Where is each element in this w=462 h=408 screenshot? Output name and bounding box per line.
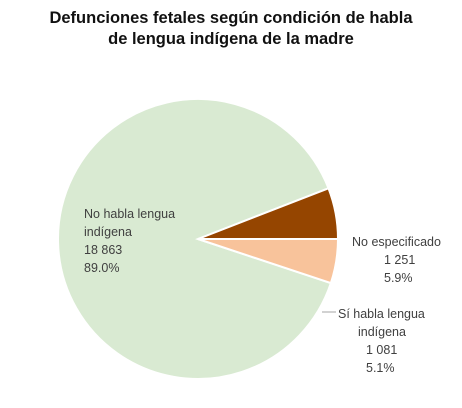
label-si-habla-value: 1 081 <box>366 343 397 357</box>
slice-label-si-habla: Sí habla lengua indígena 1 081 5.1% <box>338 307 425 375</box>
chart-title-line-2: de lengua indígena de la madre <box>108 30 354 48</box>
chart-title-line-1: Defunciones fetales según condición de h… <box>49 9 413 27</box>
label-si-habla-line-2: indígena <box>358 325 406 339</box>
slice-label-no-habla: No habla lengua indígena 18 863 89.0% <box>84 207 175 275</box>
label-si-habla-percent: 5.1% <box>366 361 395 375</box>
label-si-habla-line-1: Sí habla lengua <box>338 307 425 321</box>
label-no-habla-line-1: No habla lengua <box>84 207 175 221</box>
label-no-habla-value: 18 863 <box>84 243 122 257</box>
label-no-especificado-value: 1 251 <box>384 253 415 267</box>
pie-slice-no-especificado <box>197 186 340 240</box>
chart-title: Defunciones fetales según condición de h… <box>0 8 462 50</box>
pie-slices <box>57 98 340 380</box>
label-no-habla-percent: 89.0% <box>84 261 119 275</box>
label-no-especificado-line-1: No especificado <box>352 235 441 249</box>
label-no-habla-line-2: indígena <box>84 225 132 239</box>
pie-slice-no-habla <box>57 98 333 380</box>
label-no-especificado-percent: 5.9% <box>384 271 413 285</box>
slice-label-no-especificado: No especificado 1 251 5.9% <box>352 235 441 285</box>
